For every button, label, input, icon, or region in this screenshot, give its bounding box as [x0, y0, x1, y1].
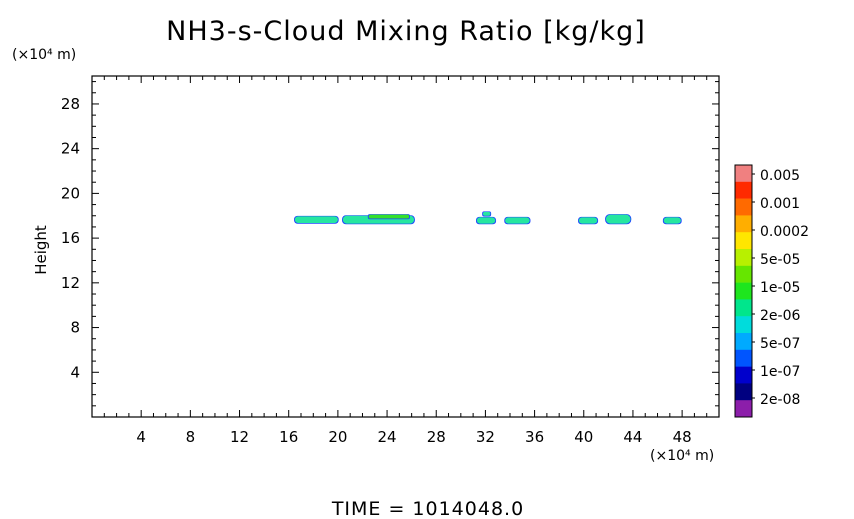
colorbar-cell — [735, 316, 752, 334]
cloud-patch — [368, 214, 410, 219]
y-axis-ticks: 4 8 12 16 20 24 28 — [61, 81, 719, 407]
colorbar-label: 2e-08 — [760, 392, 800, 408]
x-tick-label: 32 — [476, 428, 495, 446]
colorbar-cell — [735, 249, 752, 267]
colorbar-cell — [735, 383, 752, 401]
colorbar-label: 5e-07 — [760, 336, 800, 352]
colorbar-cell — [735, 400, 752, 418]
y-tick-label: 4 — [70, 363, 80, 381]
colorbar-label: 1e-05 — [760, 280, 800, 296]
y-tick-label: 12 — [61, 274, 80, 292]
colorbar-cell — [735, 299, 752, 317]
y-tick-label: 28 — [61, 95, 80, 113]
x-tick-label: 40 — [574, 428, 593, 446]
chart-title: NH3-s-Cloud Mixing Ratio [kg/kg] — [166, 16, 646, 47]
y-tick-label: 24 — [61, 140, 80, 158]
cloud-patch — [663, 217, 681, 224]
colorbar-cell — [735, 232, 752, 250]
colorbar-cell — [735, 181, 752, 199]
y-axis-label: Height — [32, 225, 50, 275]
colorbar-cell — [735, 333, 752, 351]
cloud-patch — [482, 211, 491, 216]
cloud-patch — [294, 216, 338, 224]
colorbar-cell — [735, 349, 752, 367]
x-tick-label: 4 — [136, 428, 146, 446]
colorbar-label: 0.0002 — [760, 224, 809, 240]
x-tick-label: 24 — [378, 428, 397, 446]
x-tick-label: 36 — [525, 428, 544, 446]
colorbar-cell — [735, 165, 752, 183]
x-tick-label: 48 — [673, 428, 692, 446]
y-tick-label: 8 — [70, 319, 80, 337]
x-tick-label: 28 — [427, 428, 446, 446]
x-tick-label: 20 — [328, 428, 347, 446]
colorbar-label: 5e-05 — [760, 252, 800, 268]
colorbar-label: 1e-07 — [760, 364, 800, 380]
colorbar-cell — [735, 265, 752, 283]
cloud-patch — [578, 217, 598, 224]
colorbar-label: 2e-06 — [760, 308, 800, 324]
colorbar-label: 0.005 — [760, 168, 800, 184]
x-axis-unit: (×10⁴ m) — [650, 448, 714, 464]
time-footer: TIME = 1014048.0 — [331, 498, 524, 519]
colorbar-label: 0.001 — [760, 196, 800, 212]
colorbar-cell — [735, 215, 752, 233]
colorbar-cell — [735, 366, 752, 384]
plot-frame — [91, 75, 720, 418]
x-tick-label: 16 — [279, 428, 298, 446]
cloud-patch — [476, 217, 496, 224]
y-tick-label: 20 — [61, 184, 80, 202]
colorbar-cell — [735, 282, 752, 300]
colorbar: 0.005 0.001 0.0002 5e-05 1e-05 2e-06 5e-07 1e-0… — [734, 164, 809, 418]
colorbar-cell — [735, 198, 752, 216]
colorbar-frame — [734, 164, 753, 418]
x-axis-ticks: 4 8 12 16 20 24 28 32 36 40 44 48 — [103, 76, 708, 446]
y-axis-unit: (×10⁴ m) — [12, 47, 76, 63]
x-tick-label: 12 — [230, 428, 249, 446]
x-tick-label: 44 — [623, 428, 642, 446]
cloud-patch — [605, 214, 631, 224]
x-tick-label: 8 — [186, 428, 196, 446]
plot-area — [294, 211, 682, 225]
cloud-patch — [505, 217, 530, 224]
y-tick-label: 16 — [61, 229, 80, 247]
